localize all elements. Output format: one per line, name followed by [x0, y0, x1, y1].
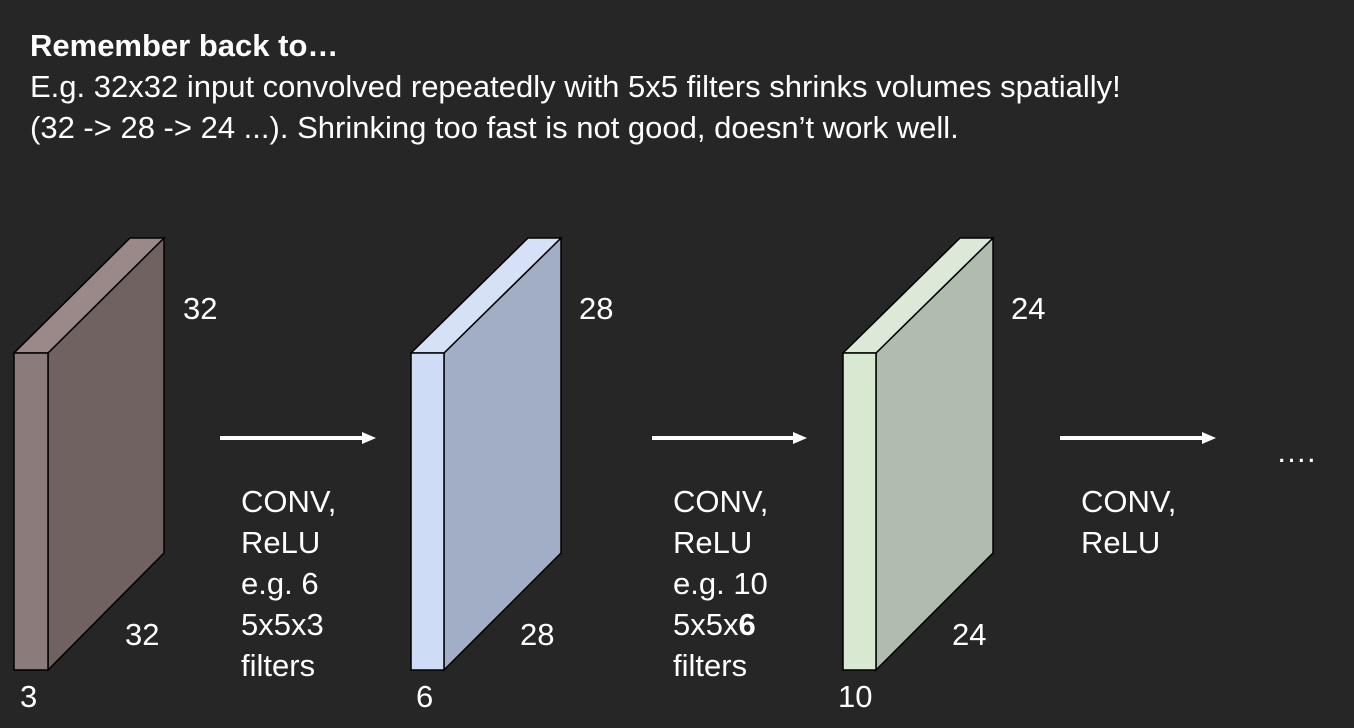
volume-input-width-label: 32: [125, 617, 160, 652]
op3-line-2: ReLU: [1081, 525, 1161, 560]
volume-conv1-width-label: 28: [520, 617, 555, 652]
volume-input-front: [13, 352, 49, 671]
op2-line-3: e.g. 10: [673, 566, 768, 601]
volume-conv1-front: [410, 352, 445, 671]
op3-line-1: CONV,: [1081, 484, 1177, 519]
volume-conv2-width-label: 24: [952, 617, 987, 652]
op1-line-2: ReLU: [241, 525, 321, 560]
volume-conv1: [409, 236, 563, 672]
op2-line-4-bold: 6: [738, 607, 756, 642]
op2-line-1: CONV,: [673, 484, 769, 519]
volume-input-height-label: 32: [183, 291, 218, 326]
arrow-1: [220, 432, 376, 444]
volume-conv2-depth-label: 10: [838, 679, 873, 714]
operation-2-text: CONV, ReLU e.g. 10 5x5x6 filters: [673, 481, 768, 686]
op2-line-4-text: 5x5x: [673, 607, 739, 642]
op1-line-1: CONV,: [241, 484, 337, 519]
volume-input: [12, 236, 166, 672]
volume-conv2-front: [842, 352, 877, 671]
header-line-1: E.g. 32x32 input convolved repeatedly wi…: [30, 69, 1121, 104]
header-title: Remember back to…: [30, 28, 339, 63]
volume-conv1-depth-label: 6: [416, 679, 434, 714]
operation-3-text: CONV, ReLU: [1081, 481, 1176, 563]
op1-line-3: e.g. 6: [241, 566, 319, 601]
arrow-3: [1060, 432, 1216, 444]
operation-1-text: CONV, ReLU e.g. 6 5x5x3 filters: [241, 481, 336, 686]
volume-input-depth-label: 3: [20, 679, 38, 714]
volume-conv2: [841, 236, 995, 672]
header-line-2: (32 -> 28 -> 24 ...). Shrinking too fast…: [30, 110, 959, 145]
op2-line-2: ReLU: [673, 525, 753, 560]
volume-conv1-height-label: 28: [579, 291, 614, 326]
op1-line-4: 5x5x3: [241, 607, 324, 642]
arrow-2: [652, 432, 807, 444]
op2-line-5: filters: [673, 648, 748, 683]
header: Remember back to… E.g. 32x32 input convo…: [30, 26, 1340, 148]
op2-line-4: 5x5x6: [673, 604, 768, 645]
op1-line-5: filters: [241, 648, 316, 683]
ellipsis: ….: [1276, 434, 1316, 469]
volume-conv2-height-label: 24: [1011, 291, 1046, 326]
